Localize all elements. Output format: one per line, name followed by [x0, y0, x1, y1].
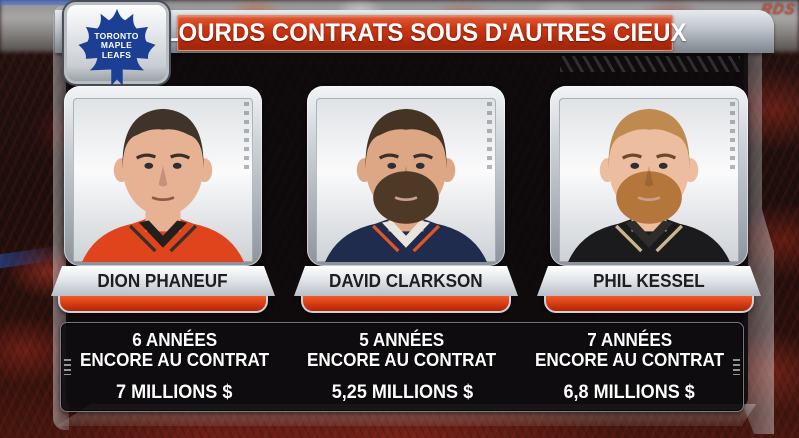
player-photo: [559, 98, 739, 262]
player-cards-row: DION PHANEUF: [64, 86, 748, 313]
stat-column-dion-phaneuf: 6 ANNÉES ENCORE AU CONTRAT 7 MILLIONS $: [61, 323, 288, 411]
contract-label: ENCORE AU CONTRAT: [80, 350, 270, 370]
stat-column-david-clarkson: 5 ANNÉES ENCORE AU CONTRAT 5,25 MILLIONS…: [288, 323, 515, 411]
player-nameplate: DION PHANEUF: [51, 266, 275, 296]
contract-years: 7 ANNÉES: [586, 330, 672, 350]
player-photo: [73, 98, 253, 262]
player-name: DAVID CLARKSON: [329, 270, 483, 291]
player-name: DION PHANEUF: [97, 270, 229, 291]
contract-salary: 5,25 MILLIONS $: [331, 382, 473, 403]
card-frame: [550, 86, 748, 266]
player-photo: [316, 98, 496, 262]
contract-label: ENCORE AU CONTRAT: [534, 350, 724, 370]
card-red-footer: [301, 296, 511, 313]
contract-salary: 6,8 MILLIONS $: [563, 382, 696, 403]
contract-years: 5 ANNÉES: [359, 330, 445, 350]
player-card-david-clarkson: DAVID CLARKSON: [307, 86, 505, 313]
card-red-footer: [544, 296, 754, 313]
player-name: PHIL KESSEL: [593, 270, 705, 291]
contract-years: 6 ANNÉES: [132, 330, 218, 350]
player-nameplate: DAVID CLARKSON: [294, 266, 518, 296]
contract-label: ENCORE AU CONTRAT: [307, 350, 497, 370]
card-red-footer: [58, 296, 268, 313]
blue-streak-top: [0, 0, 70, 5]
contract-salary: 7 MILLIONS $: [116, 382, 233, 403]
player-card-dion-phaneuf: DION PHANEUF: [64, 86, 262, 313]
maple-leaf-icon: [77, 8, 156, 86]
player-card-phil-kessel: PHIL KESSEL: [550, 86, 748, 313]
card-frame: [307, 86, 505, 266]
team-logo: TORONTO MAPLE LEAFS: [64, 2, 169, 86]
card-frame: [64, 86, 262, 266]
hatch-decoration: [560, 56, 740, 72]
page-title: LOURDS CONTRATS SOUS D'AUTRES CIEUX: [163, 18, 687, 47]
title-banner: LOURDS CONTRATS SOUS D'AUTRES CIEUX: [164, 15, 686, 51]
contract-stats-panel: 6 ANNÉES ENCORE AU CONTRAT 7 MILLIONS $ …: [60, 322, 744, 412]
stat-column-phil-kessel: 7 ANNÉES ENCORE AU CONTRAT 6,8 MILLIONS …: [516, 323, 743, 411]
team-logo-text: TORONTO MAPLE LEAFS: [94, 30, 139, 60]
player-nameplate: PHIL KESSEL: [537, 266, 761, 296]
